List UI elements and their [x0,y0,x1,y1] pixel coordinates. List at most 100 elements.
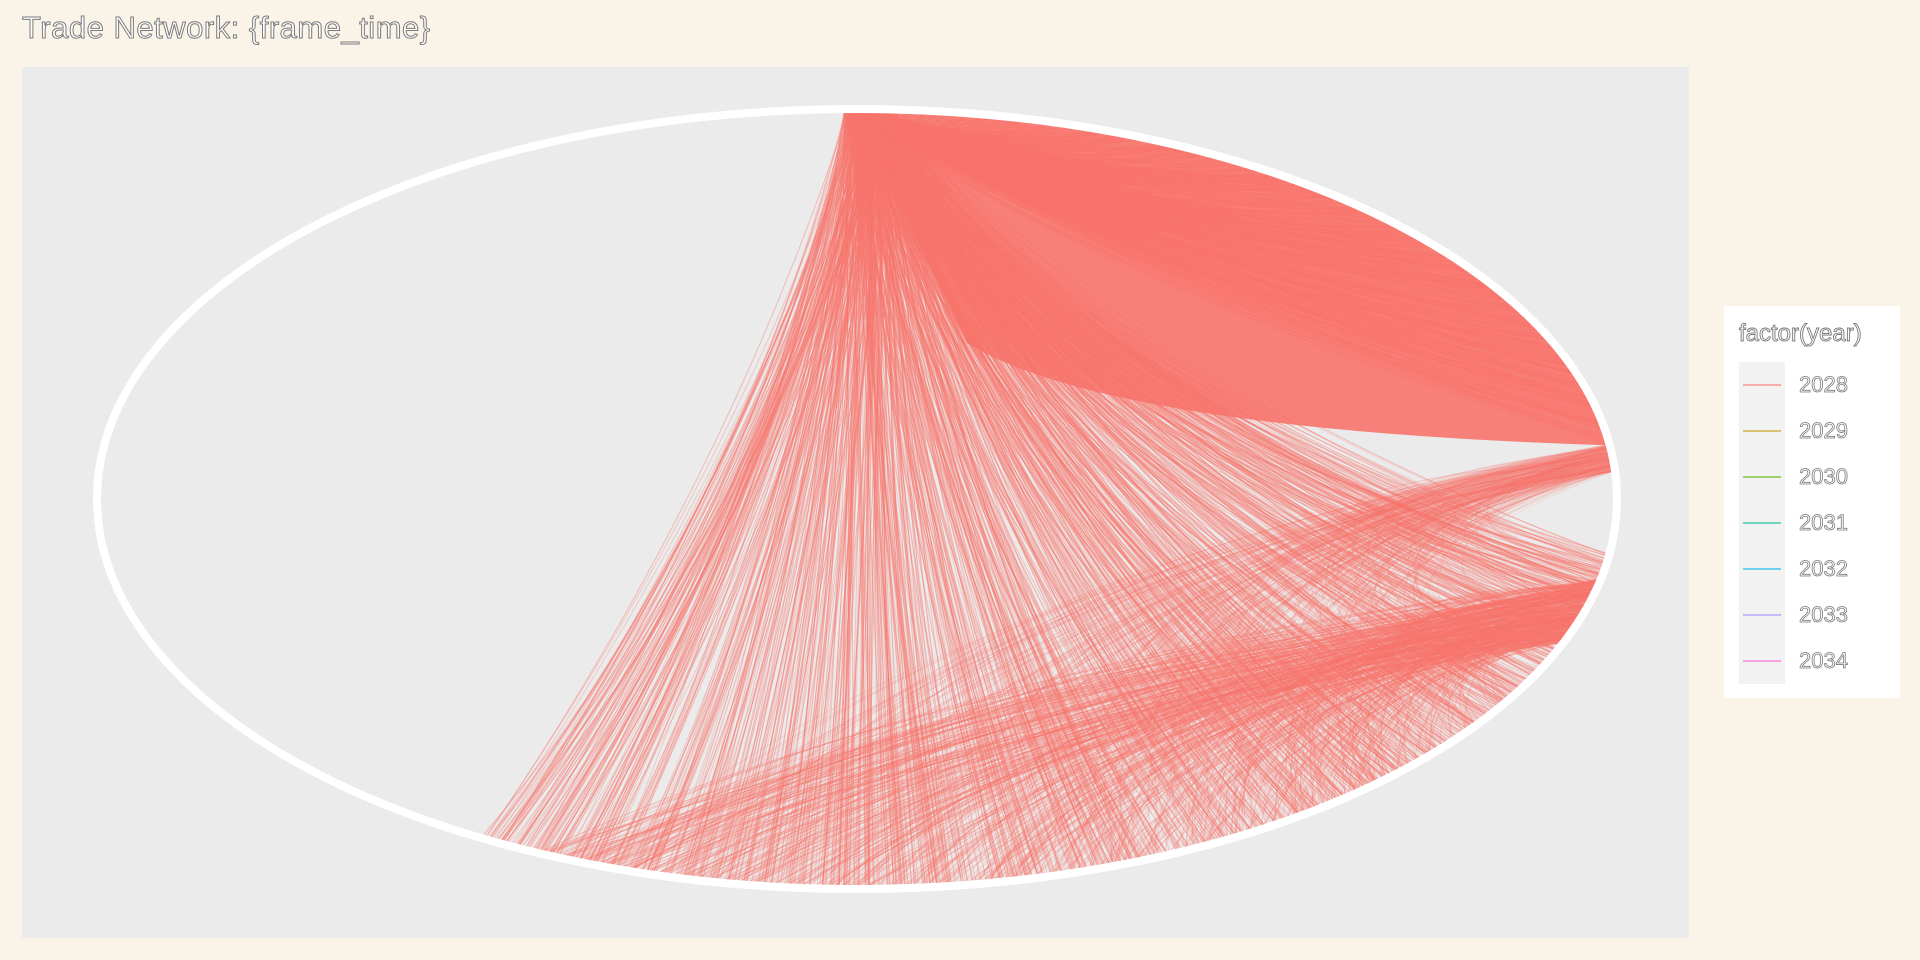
edge-590 [860,112,1550,345]
edge-24 [880,112,1277,184]
edge-304 [870,112,1447,258]
edge-2262 [1379,466,1611,700]
edge-2531 [1349,595,1589,781]
edge-1216 [890,113,1507,698]
edge-1231 [579,112,863,859]
edge-303 [851,112,925,137]
edge-1827 [883,113,1061,871]
edge-2533 [1260,616,1577,826]
edge-534 [880,112,1546,341]
edge-1641 [865,112,1344,796]
edge-1671 [880,113,897,885]
edge-945 [844,112,1588,599]
edge-1078 [558,113,897,855]
edge-2326 [1005,594,1590,878]
edge-1246 [847,112,1554,650]
edge-528 [859,112,1599,424]
edge-882 [849,112,1344,204]
edge-1181 [874,113,1056,872]
edge-195 [880,112,1417,240]
edge-1010 [846,112,1077,869]
edge-1296 [893,113,1340,797]
edge-1686 [793,113,898,884]
edge-894 [846,112,906,141]
edge-1516 [886,112,1599,577]
edge-1880 [859,112,926,884]
edge-2256 [917,445,1606,884]
edge-1264 [843,113,944,883]
edge-1320 [687,112,868,876]
edge-2094 [1316,463,1611,792]
edge-1277 [867,113,894,886]
edge-921 [858,112,1114,863]
edge-1512 [846,112,1343,796]
edge-171 [857,112,1279,179]
edge-763 [878,112,1572,374]
edge-1848 [892,113,1412,762]
edge-2162 [997,457,1609,879]
edge-2156 [1182,469,1612,848]
edge-904 [852,112,913,885]
edge-1714 [559,112,867,855]
edge-1638 [891,113,951,883]
edge-19 [854,112,1249,172]
edge-1649 [846,112,1475,723]
edge-2215 [810,468,1611,885]
edge-632 [849,112,1532,326]
edge-1188 [864,112,1600,574]
edge-638 [849,112,1576,380]
edge-748 [845,112,1151,160]
edge-54 [872,112,1300,187]
edge-1602 [854,112,924,884]
edge-977 [850,112,1147,856]
edge-324 [881,112,925,128]
edge-333 [871,112,1430,248]
edge-1219 [699,112,857,877]
edge-2125 [980,465,1611,881]
edge-379 [848,112,1127,160]
edge-707 [880,112,1042,149]
edge-308 [855,112,1476,278]
edge-1433 [503,113,893,841]
edge-792 [878,112,1378,220]
edge-1896 [875,113,1196,845]
edge-1476 [876,113,1000,879]
edge-1474 [868,112,1449,741]
edge-2368 [1137,620,1575,858]
edge-1452 [853,113,897,886]
edge-873 [863,112,1590,404]
edge-1015 [886,113,1117,862]
edge-404 [873,112,1557,353]
edge-2334 [913,594,1590,885]
edge-444 [857,112,1526,319]
edge-722 [855,112,1001,130]
edge-1145 [859,112,889,885]
edge-500 [882,112,1222,162]
edge-1938 [878,113,1080,869]
edge-235 [846,112,946,140]
edge-2293 [718,454,1609,879]
edge-1410 [641,112,857,870]
edge-282 [872,112,1561,358]
edge-557 [869,112,1572,373]
edge-2541 [990,604,1585,880]
edge-2074 [1206,447,1607,839]
edge-782 [864,112,1092,161]
edge-1748 [884,113,1573,625]
edge-296 [880,112,1518,312]
edge-1135 [870,113,895,885]
edge-1511 [893,113,1140,858]
edge-1535 [876,112,1583,609]
edge-2374 [1368,601,1586,782]
edge-1297 [867,112,1038,875]
edge-2466 [565,612,1580,856]
edge-2491 [1234,585,1594,834]
edge-257 [844,112,1278,180]
edge-173 [858,112,980,144]
edge-807 [873,112,1231,175]
edge-3 [865,112,1490,288]
edge-2029 [1386,456,1609,591]
edge-1293 [847,112,1003,879]
edge-870 [856,112,1249,182]
edge-2072 [1330,471,1612,785]
